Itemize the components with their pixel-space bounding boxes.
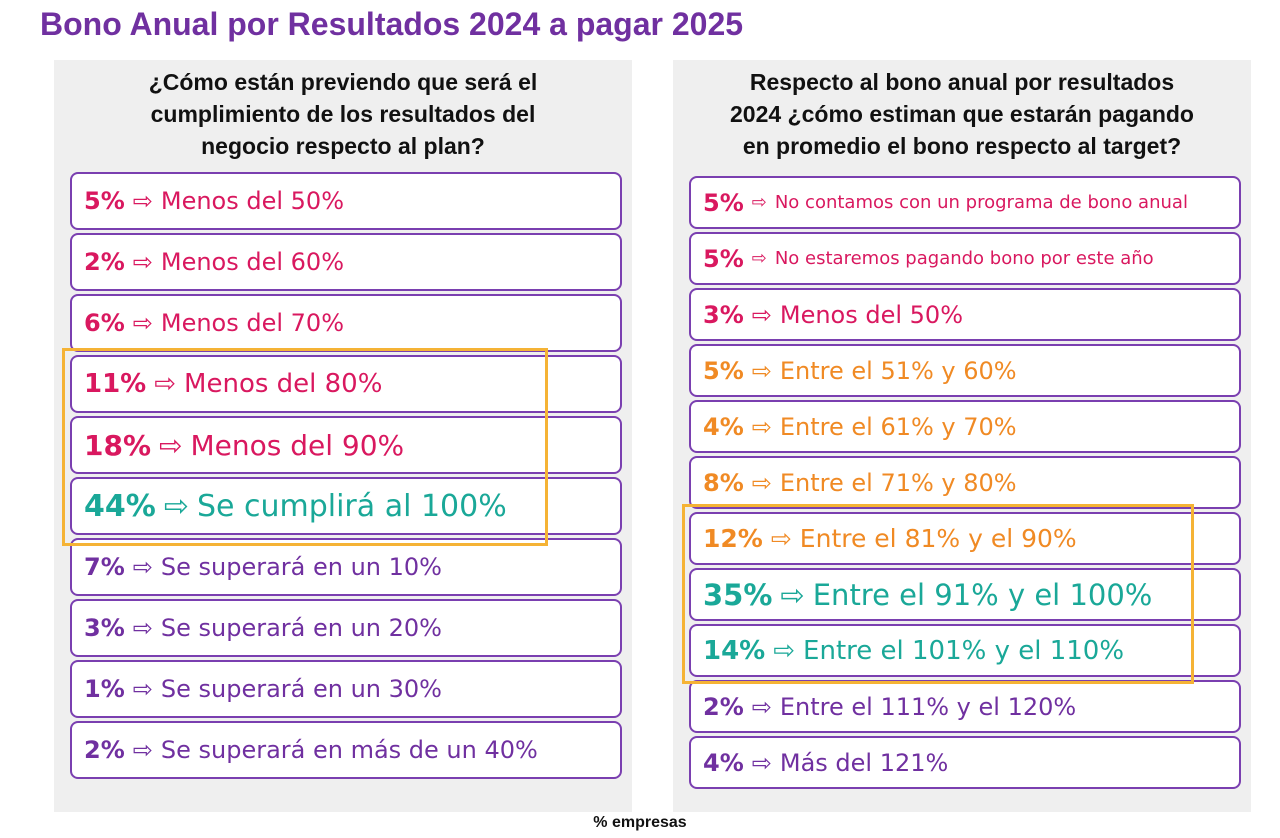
item-percent: 11% [84, 369, 147, 399]
item-percent: 1% [84, 675, 125, 703]
item-percent: 12% [703, 524, 763, 553]
right-question-line-3: en promedio el bono respecto al target? [742, 133, 1182, 159]
item-percent: 5% [84, 187, 125, 215]
page-title: Bono Anual por Resultados 2024 a pagar 2… [40, 6, 744, 42]
item-label: Menos del 70% [160, 309, 344, 337]
arrow-icon: ⇨ [154, 369, 177, 399]
item-label: Entre el 81% y el 90% [799, 524, 1077, 553]
right-question-line-2: 2024 ¿cómo estiman que estarán pagando [730, 101, 1194, 127]
item-percent: 14% [703, 635, 766, 666]
arrow-icon: ⇨ [751, 192, 767, 213]
right-panel: Respecto al bono anual por resultados 20… [673, 60, 1251, 812]
item-percent: 4% [703, 748, 744, 777]
right-item-2: 3% ⇨ Menos del 50% [689, 288, 1241, 341]
item-label: Entre el 51% y 60% [779, 356, 1017, 385]
left-item-8: 1% ⇨ Se superará en un 30% [70, 660, 622, 718]
left-item-1: 2% ⇨ Menos del 60% [70, 233, 622, 291]
item-label: Entre el 61% y 70% [779, 412, 1017, 441]
arrow-icon: ⇨ [132, 187, 153, 215]
arrow-icon: ⇨ [770, 524, 792, 553]
right-item-6: 12% ⇨ Entre el 81% y el 90% [689, 512, 1241, 565]
right-item-8: 14% ⇨ Entre el 101% y el 110% [689, 624, 1241, 677]
right-item-0: 5% ⇨ No contamos con un programa de bono… [689, 176, 1241, 229]
left-highlight-box [62, 348, 548, 546]
left-item-4: 18% ⇨ Menos del 90% [70, 416, 622, 474]
item-label: Entre el 101% y el 110% [803, 635, 1125, 666]
arrow-icon: ⇨ [751, 692, 772, 721]
item-label: No contamos con un programa de bono anua… [774, 192, 1188, 213]
arrow-icon: ⇨ [132, 553, 153, 581]
arrow-icon: ⇨ [163, 488, 189, 524]
arrow-icon: ⇨ [751, 412, 772, 441]
item-label: Se cumplirá al 100% [196, 488, 507, 524]
item-percent: 3% [84, 614, 125, 642]
item-label: Menos del 80% [184, 369, 383, 399]
arrow-icon: ⇨ [751, 356, 772, 385]
item-percent: 8% [703, 468, 744, 497]
item-label: Entre el 71% y 80% [779, 468, 1017, 497]
item-percent: 5% [703, 188, 744, 217]
right-question: Respecto al bono anual por resultados 20… [673, 66, 1251, 162]
item-percent: 2% [84, 248, 125, 276]
arrow-icon: ⇨ [751, 248, 767, 269]
left-item-2: 6% ⇨ Menos del 70% [70, 294, 622, 352]
right-item-7: 35% ⇨ Entre el 91% y el 100% [689, 568, 1241, 621]
right-question-line-1: Respecto al bono anual por resultados [749, 69, 1175, 95]
item-label: Se superará en un 10% [160, 553, 442, 581]
item-label: Entre el 91% y el 100% [812, 577, 1153, 612]
arrow-icon: ⇨ [132, 248, 153, 276]
item-percent: 7% [84, 553, 125, 581]
right-item-10: 4% ⇨ Más del 121% [689, 736, 1241, 789]
right-item-5: 8% ⇨ Entre el 71% y 80% [689, 456, 1241, 509]
item-percent: 35% [703, 577, 773, 612]
item-label: Menos del 60% [160, 248, 344, 276]
item-label: Menos del 50% [160, 187, 344, 215]
arrow-icon: ⇨ [751, 748, 772, 777]
right-item-4: 4% ⇨ Entre el 61% y 70% [689, 400, 1241, 453]
item-percent: 18% [84, 428, 152, 462]
item-percent: 44% [84, 488, 156, 524]
item-label: Se superará en un 30% [160, 675, 442, 703]
arrow-icon: ⇨ [132, 675, 153, 703]
item-label: Menos del 90% [190, 428, 405, 462]
arrow-icon: ⇨ [751, 300, 772, 329]
item-label: Más del 121% [779, 748, 949, 777]
item-label: Entre el 111% y el 120% [779, 692, 1077, 721]
item-percent: 2% [703, 692, 744, 721]
item-percent: 5% [703, 244, 744, 273]
right-item-9: 2% ⇨ Entre el 111% y el 120% [689, 680, 1241, 733]
item-percent: 4% [703, 412, 744, 441]
item-label: Se superará en un 20% [160, 614, 442, 642]
arrow-icon: ⇨ [132, 309, 153, 337]
right-item-1: 5% ⇨ No estaremos pagando bono por este … [689, 232, 1241, 285]
left-item-3: 11% ⇨ Menos del 80% [70, 355, 622, 413]
left-item-7: 3% ⇨ Se superará en un 20% [70, 599, 622, 657]
item-percent: 3% [703, 300, 744, 329]
left-item-5: 44% ⇨ Se cumplirá al 100% [70, 477, 622, 535]
item-label: No estaremos pagando bono por este año [774, 248, 1154, 269]
item-percent: 2% [84, 736, 125, 764]
left-panel: ¿Cómo están previendo que será el cumpli… [54, 60, 632, 812]
left-item-6: 7% ⇨ Se superará en un 10% [70, 538, 622, 596]
item-label: Menos del 50% [779, 300, 963, 329]
left-question-line-2: cumplimiento de los resultados del [150, 101, 536, 127]
item-percent: 6% [84, 309, 125, 337]
arrow-icon: ⇨ [780, 577, 805, 612]
item-label: Se superará en más de un 40% [160, 736, 538, 764]
left-question: ¿Cómo están previendo que será el cumpli… [54, 66, 632, 162]
arrow-icon: ⇨ [773, 635, 796, 666]
left-item-0: 5% ⇨ Menos del 50% [70, 172, 622, 230]
arrow-icon: ⇨ [751, 468, 772, 497]
left-question-line-1: ¿Cómo están previendo que será el [148, 69, 538, 95]
arrow-icon: ⇨ [159, 428, 183, 462]
right-highlight-box [682, 504, 1194, 684]
left-item-9: 2% ⇨ Se superará en más de un 40% [70, 721, 622, 779]
item-percent: 5% [703, 356, 744, 385]
arrow-icon: ⇨ [132, 736, 153, 764]
left-question-line-3: negocio respecto al plan? [201, 133, 485, 159]
footer-note: % empresas [593, 814, 687, 831]
arrow-icon: ⇨ [132, 614, 153, 642]
right-item-3: 5% ⇨ Entre el 51% y 60% [689, 344, 1241, 397]
